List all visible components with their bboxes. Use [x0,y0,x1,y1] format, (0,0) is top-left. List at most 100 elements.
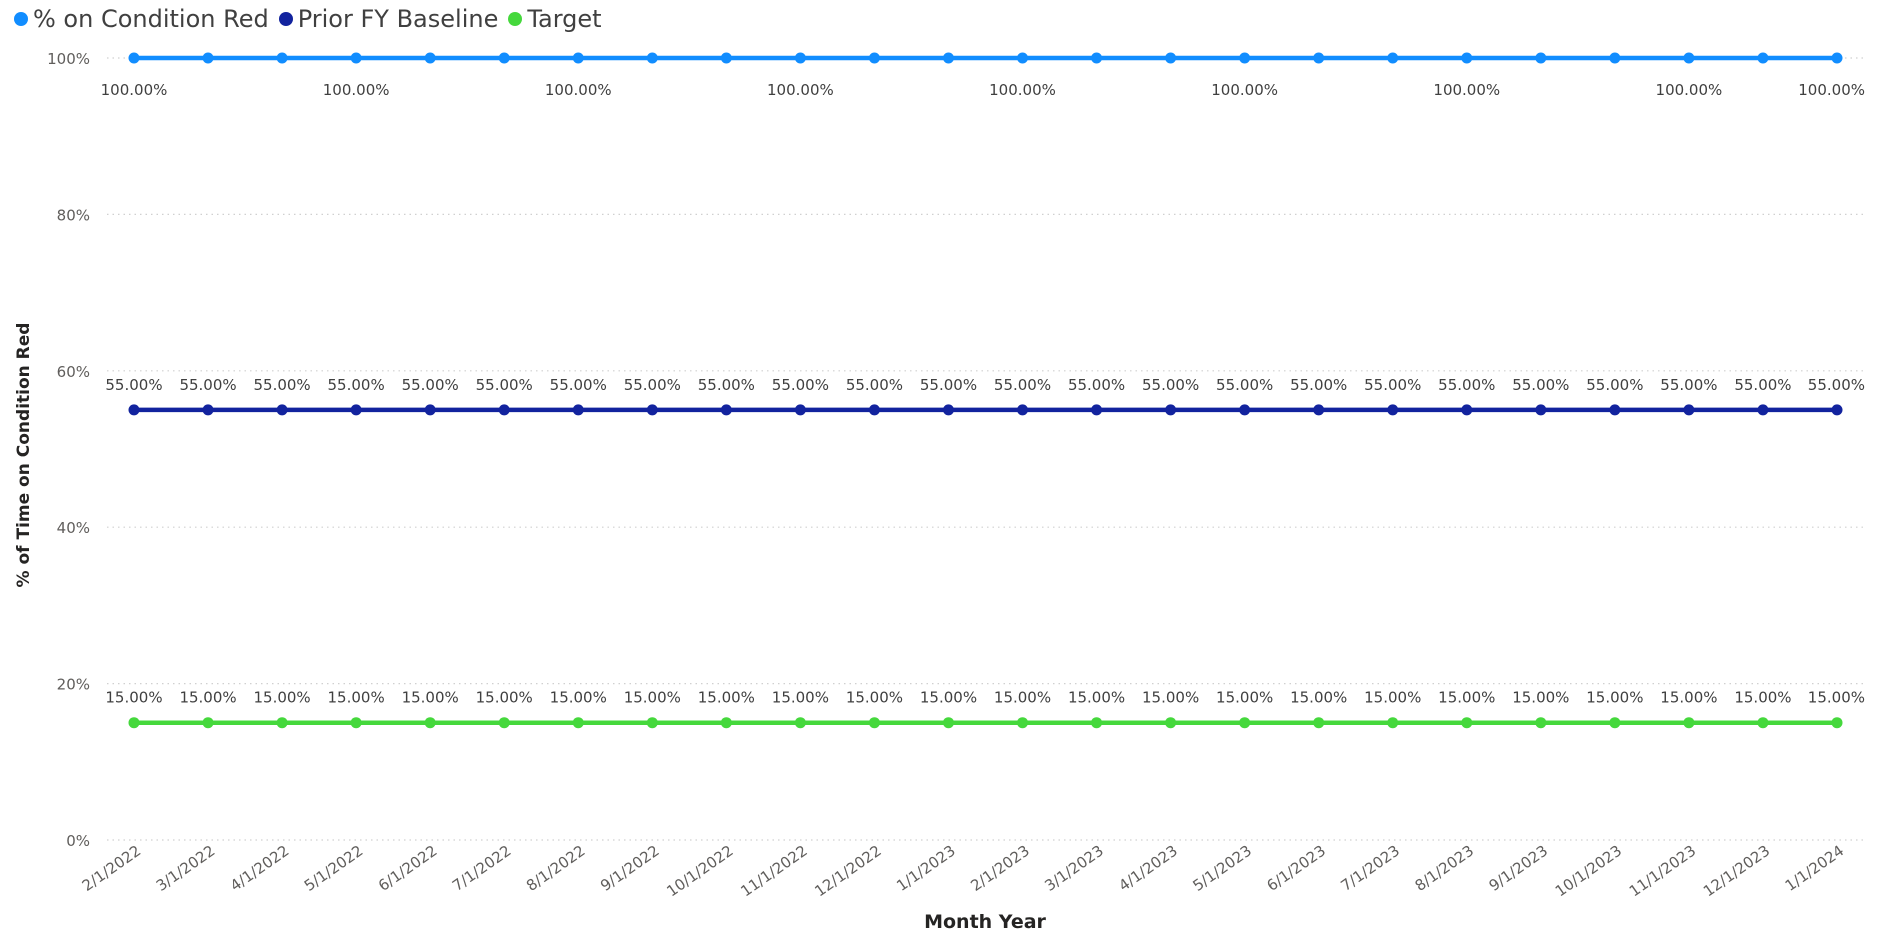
data-label: 55.00% [994,376,1051,394]
legend-label-target: Target [527,5,602,33]
data-point [1239,52,1251,64]
y-tick-label: 40% [57,519,90,537]
data-point [1387,404,1399,416]
x-tick-label: 6/1/2022 [375,842,441,895]
data-point [1461,52,1473,64]
data-point [1165,404,1177,416]
data-label: 15.00% [402,689,459,707]
x-tick-label: 5/1/2023 [1189,842,1255,895]
data-label: 55.00% [920,376,977,394]
data-label: 55.00% [402,376,459,394]
data-point [572,717,584,729]
x-tick-label: 7/1/2022 [449,842,515,895]
data-point [720,52,732,64]
data-label: 55.00% [772,376,829,394]
data-point [720,404,732,416]
x-tick-label: 10/1/2023 [1552,842,1625,901]
data-label: 15.00% [1364,689,1421,707]
data-point [1757,404,1769,416]
data-label: 100.00% [1798,81,1865,99]
data-point [202,52,214,64]
data-label: 100.00% [1433,81,1500,99]
data-label: 15.00% [1068,689,1125,707]
x-tick-label: 1/1/2023 [893,842,959,895]
data-point [1017,404,1029,416]
data-label: 15.00% [328,689,385,707]
data-point [498,717,510,729]
data-point [1683,404,1695,416]
data-point [1831,717,1843,729]
data-point [1165,52,1177,64]
data-point [498,52,510,64]
legend-marker-target [508,12,523,26]
data-label: 15.00% [624,689,681,707]
legend-item-target[interactable]: Target [508,5,602,33]
data-point [1165,717,1177,729]
legend-marker-condition-red [14,12,28,26]
data-label: 55.00% [1808,376,1865,394]
data-point [350,404,362,416]
data-label: 55.00% [1586,376,1643,394]
data-point [720,717,732,729]
x-tick-label: 9/1/2022 [597,842,663,895]
data-label: 15.00% [1512,689,1569,707]
data-label: 55.00% [1438,376,1495,394]
data-label: 55.00% [1512,376,1569,394]
data-point [350,52,362,64]
data-point [1091,404,1103,416]
data-point [646,52,658,64]
y-tick-label: 80% [57,206,90,224]
data-point [942,717,954,729]
data-label: 55.00% [105,376,162,394]
data-label: 100.00% [1211,81,1278,99]
data-point [276,717,288,729]
data-point [1757,717,1769,729]
x-tick-label: 2/1/2023 [967,842,1033,895]
data-point [1091,52,1103,64]
data-label: 55.00% [476,376,533,394]
x-tick-label: 10/1/2022 [663,842,736,901]
data-point [1017,52,1029,64]
x-tick-label: 8/1/2022 [523,842,589,895]
data-point [1461,404,1473,416]
data-point [1683,717,1695,729]
legend-marker-prior-fy-baseline [278,12,293,26]
data-label: 55.00% [698,376,755,394]
data-point [1535,404,1547,416]
data-label: 55.00% [179,376,236,394]
data-point [1239,404,1251,416]
data-label: 15.00% [772,689,829,707]
data-label: 55.00% [328,376,385,394]
data-point [424,404,436,416]
data-point [276,404,288,416]
data-point [1091,717,1103,729]
data-label: 55.00% [1142,376,1199,394]
data-label: 55.00% [1290,376,1347,394]
data-point [794,52,806,64]
data-point [1535,52,1547,64]
x-tick-label: 5/1/2022 [301,842,367,895]
data-point [868,404,880,416]
legend-item-prior-fy-baseline[interactable]: Prior FY Baseline [278,5,498,33]
data-label: 15.00% [550,689,607,707]
data-point [1609,52,1621,64]
y-tick-label: 60% [57,363,90,381]
data-point [1461,717,1473,729]
data-label: 15.00% [1586,689,1643,707]
x-tick-label: 4/1/2022 [227,842,293,895]
data-point [350,717,362,729]
legend-item-condition-red[interactable]: % on Condition Red [14,5,269,33]
data-point [1683,52,1695,64]
data-point [1239,717,1251,729]
data-point [1609,717,1621,729]
data-label: 15.00% [476,689,533,707]
data-label: 55.00% [1068,376,1125,394]
data-label: 15.00% [1808,689,1865,707]
data-point [1831,52,1843,64]
data-label: 55.00% [1216,376,1273,394]
y-tick-label: 0% [66,832,90,850]
data-label: 55.00% [1734,376,1791,394]
data-point [646,404,658,416]
x-tick-label: 3/1/2022 [153,842,219,895]
